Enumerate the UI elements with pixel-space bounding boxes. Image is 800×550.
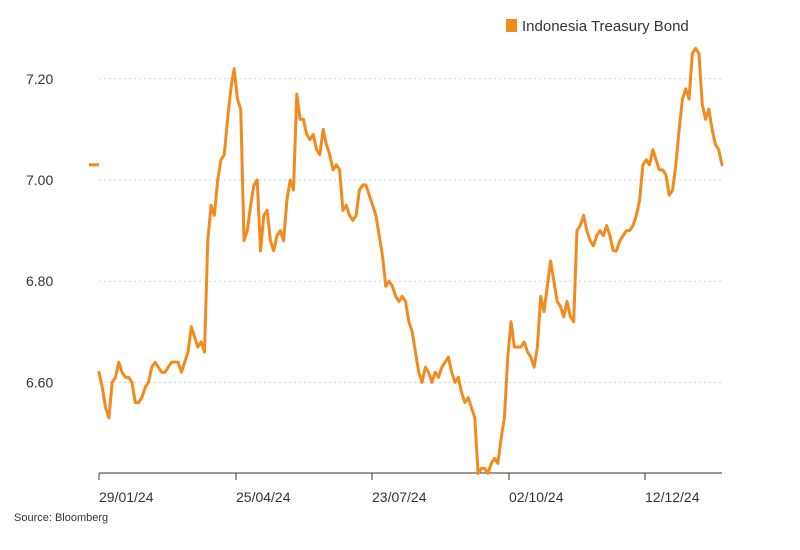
x-tick-label: 02/10/24 [509, 489, 564, 505]
series-layer [97, 46, 724, 475]
series-line-indonesia-treasury-bond [97, 46, 724, 475]
y-axis-tick-labels: 6.60 6.80 7.00 7.20 [26, 71, 53, 391]
y-tick-label: 6.60 [26, 374, 53, 390]
x-axis-ticks [98, 473, 646, 480]
legend: Indonesia Treasury Bond [506, 18, 689, 35]
y-tick-label: 7.00 [26, 172, 53, 188]
x-axis-tick-labels: 29/01/24 25/04/24 23/07/24 02/10/24 12/12/24 [99, 489, 700, 505]
x-tick-label: 23/07/24 [372, 489, 427, 505]
grid-lines [99, 78, 722, 383]
y-tick-label: 6.80 [26, 273, 53, 289]
legend-label: Indonesia Treasury Bond [522, 18, 689, 35]
y-tick-label: 7.20 [26, 71, 53, 87]
legend-swatch [506, 19, 517, 32]
x-tick-label: 29/01/24 [99, 489, 154, 505]
x-tick-label: 25/04/24 [236, 489, 291, 505]
x-tick-label: 12/12/24 [645, 489, 700, 505]
source-note: Source: Bloomberg [14, 512, 108, 524]
